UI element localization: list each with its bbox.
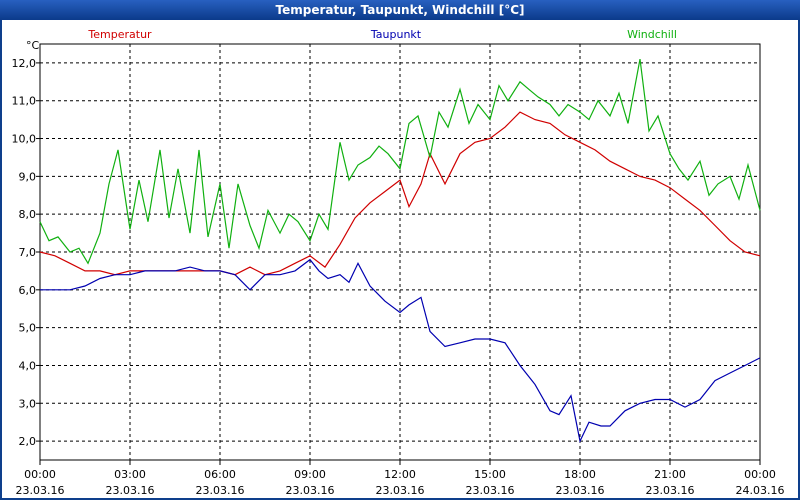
y-tick-label: 9,0 (19, 170, 37, 183)
x-tick-time: 00:00 (24, 468, 56, 481)
x-tick-time: 18:00 (564, 468, 596, 481)
x-tick-date: 24.03.16 (736, 484, 785, 497)
y-tick-label: 2,0 (19, 435, 37, 448)
line-chart: 2,0 3,0 4,0 5,0 6,0 7,0 8,0 9,0 10,0 11,0 12,0 °C 00… (12, 28, 785, 497)
legend-taupunkt: Taupunkt (370, 28, 422, 41)
y-tick-label: 5,0 (19, 322, 37, 335)
y-tick-label: 4,0 (19, 359, 37, 372)
x-tick-time: 06:00 (204, 468, 236, 481)
x-tick-date: 23.03.16 (286, 484, 335, 497)
x-tick-date: 23.03.16 (646, 484, 695, 497)
x-tick-date: 23.03.16 (466, 484, 515, 497)
legend-temperatur: Temperatur (87, 28, 152, 41)
x-tick-date: 23.03.16 (106, 484, 155, 497)
x-tick-time: 15:00 (474, 468, 506, 481)
y-tick-label: 12,0 (12, 57, 37, 70)
y-tick-label: 11,0 (12, 95, 37, 108)
legend-windchill: Windchill (627, 28, 677, 41)
y-tick-label: 8,0 (19, 208, 37, 221)
y-unit-label: °C (26, 39, 40, 52)
series-line-windchill (39, 58, 761, 265)
y-tick-label: 10,0 (12, 133, 37, 146)
y-tick-label: 6,0 (19, 284, 37, 297)
x-tick-time: 09:00 (294, 468, 326, 481)
x-tick-time: 12:00 (384, 468, 416, 481)
y-tick-label: 3,0 (19, 397, 37, 410)
x-tick-date: 23.03.16 (196, 484, 245, 497)
x-tick-time: 00:00 (744, 468, 776, 481)
x-tick-time: 03:00 (114, 468, 146, 481)
x-tick-time: 21:00 (654, 468, 686, 481)
y-tick-label: 7,0 (19, 246, 37, 259)
chart-title: Temperatur, Taupunkt, Windchill [°C] (0, 0, 800, 20)
series-line-taupunkt (40, 258, 761, 443)
x-tick-date: 23.03.16 (16, 484, 65, 497)
chart-panel: 2,0 3,0 4,0 5,0 6,0 7,0 8,0 9,0 10,0 11,0 12,0 °C 00… (2, 20, 798, 498)
x-tick-date: 23.03.16 (556, 484, 605, 497)
x-tick-date: 23.03.16 (376, 484, 425, 497)
